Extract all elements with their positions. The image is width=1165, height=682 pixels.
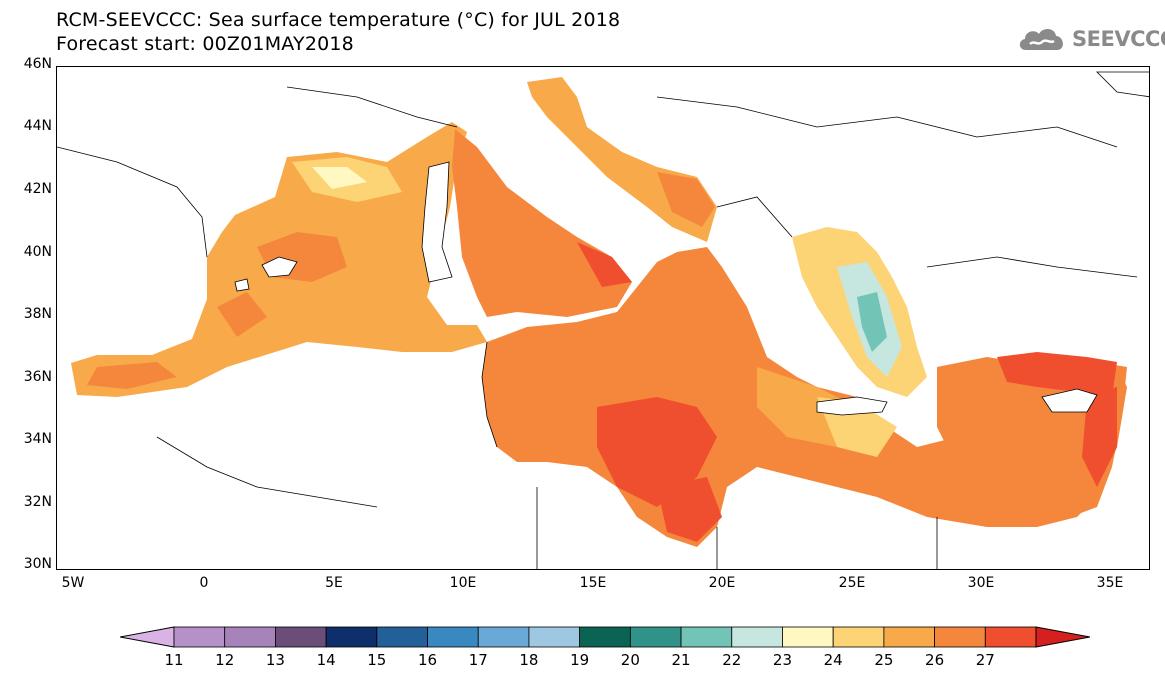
sst-map: [57, 71, 1149, 569]
colorbar-tick-label: 15: [367, 651, 387, 669]
lon-label-20e: 20E: [708, 575, 736, 591]
colorbar-swatch: [579, 626, 631, 648]
colorbar-tick-label: 20: [620, 651, 640, 669]
lat-label-30n: 30N: [23, 556, 52, 572]
colorbar-tick-label: 22: [722, 651, 742, 669]
colorbar-swatch: [477, 626, 530, 648]
colorbar-tick-label: 13: [265, 651, 285, 669]
lat-label-38n: 38N: [23, 306, 52, 322]
lon-label-15e: 15E: [579, 575, 607, 591]
colorbar: [120, 626, 1090, 648]
colorbar-swatch: [275, 626, 327, 648]
colorbar-tick-label: 21: [671, 651, 691, 669]
colorbar-swatch: [173, 626, 226, 648]
colorbar-swatch: [376, 626, 428, 648]
lat-label-36n: 36N: [23, 369, 52, 385]
colorbar-tick-label: 25: [874, 651, 894, 669]
colorbar-tick-label: 26: [925, 651, 945, 669]
colorbar-over-triangle: [1035, 626, 1090, 648]
lon-label-5e: 5E: [325, 575, 343, 591]
colorbar-tick-label: 14: [316, 651, 336, 669]
lon-label-10e: 10E: [449, 575, 477, 591]
lat-label-40n: 40N: [23, 244, 52, 260]
map-frame: [56, 66, 1150, 570]
lon-label-30e: 30E: [967, 575, 995, 591]
lat-label-44n: 44N: [23, 118, 52, 134]
lon-label-35e: 35E: [1096, 575, 1124, 591]
colorbar-tick-label: 11: [164, 651, 184, 669]
colorbar-tick-label: 24: [823, 651, 843, 669]
colorbar-tick-label: 19: [570, 651, 590, 669]
colorbar-swatch: [731, 626, 783, 648]
colorbar-swatch: [984, 626, 1037, 648]
lat-label-34n: 34N: [23, 431, 52, 447]
lon-label-5w: 5W: [61, 575, 85, 591]
colorbar-swatch: [782, 626, 834, 648]
colorbar-swatch: [883, 626, 935, 648]
logo-text: SEEVCCC: [1072, 27, 1165, 51]
chart-title: RCM-SEEVCCC: Sea surface temperature (°C…: [56, 9, 621, 31]
colorbar-swatch: [934, 626, 986, 648]
colorbar-tick-label: 12: [215, 651, 235, 669]
lon-label-25e: 25E: [838, 575, 866, 591]
lat-label-46n: 46N: [23, 56, 52, 72]
colorbar-swatch: [528, 626, 581, 648]
lon-label-0: 0: [199, 575, 209, 591]
colorbar-swatch: [629, 626, 682, 648]
lat-label-42n: 42N: [23, 181, 52, 197]
colorbar-under-triangle: [120, 626, 175, 648]
seevccc-logo: SEEVCCC: [1016, 24, 1165, 54]
colorbar-swatch: [224, 626, 276, 648]
colorbar-tick-label: 16: [417, 651, 438, 669]
colorbar-tick-label: 18: [519, 651, 539, 669]
colorbar-tick-label: 23: [772, 651, 793, 669]
colorbar-swatch: [325, 626, 378, 648]
colorbar-tick-label: 27: [975, 651, 995, 669]
colorbar-tick-label: 17: [468, 651, 488, 669]
colorbar-swatch: [680, 626, 733, 648]
cloud-icon: [1019, 28, 1063, 50]
lat-label-32n: 32N: [23, 494, 52, 510]
colorbar-swatch: [427, 626, 479, 648]
colorbar-swatch: [832, 626, 885, 648]
forecast-start-subtitle: Forecast start: 00Z01MAY2018: [56, 33, 354, 55]
